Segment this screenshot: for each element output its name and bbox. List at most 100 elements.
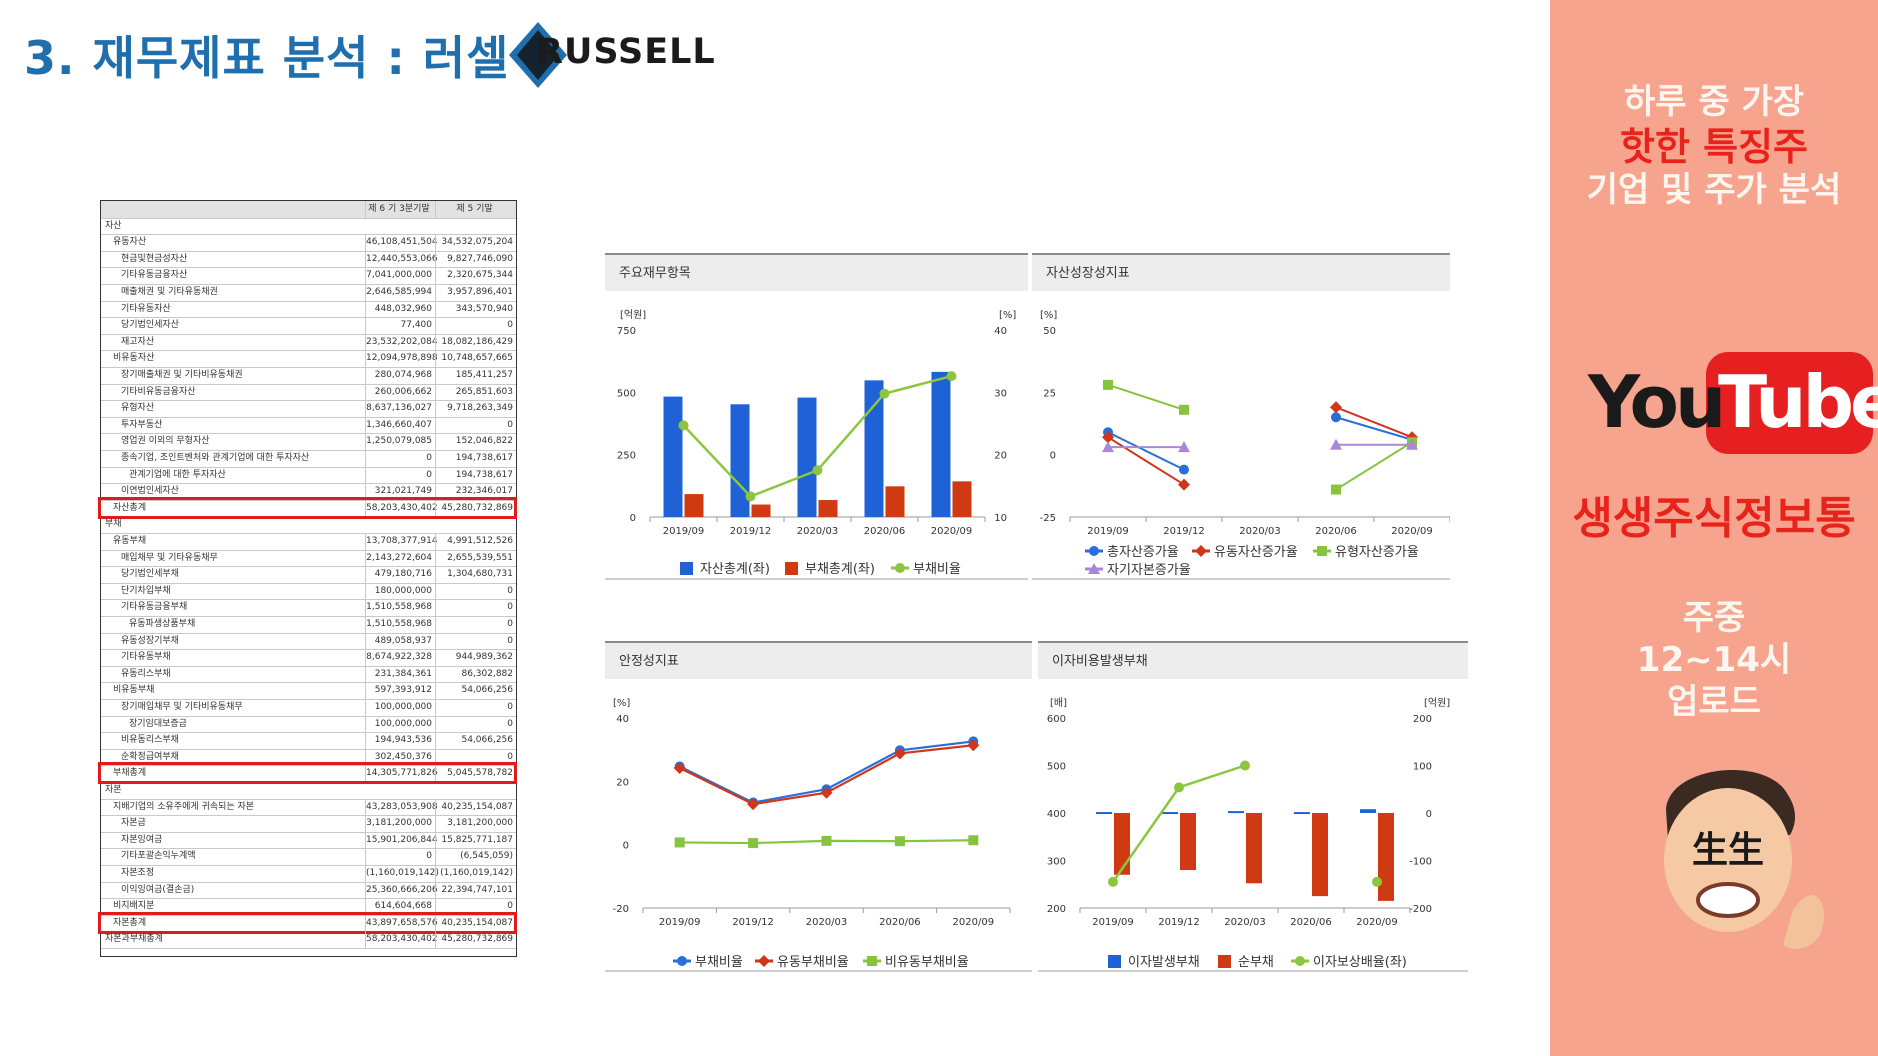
value-current: 100,000,000 xyxy=(365,699,435,716)
value-prior: 2,320,675,344 xyxy=(435,267,516,284)
x-tick-label: 2020/06 xyxy=(879,917,921,928)
row-label: 부채총계 xyxy=(113,768,147,779)
y2-tick-label: 0 xyxy=(1426,809,1432,820)
value-prior: (1,160,019,142) xyxy=(435,865,516,882)
bar-total-assets xyxy=(797,397,817,517)
row-label: 지배기업의 소유주에게 귀속되는 자본 xyxy=(113,801,255,812)
value-current: 13,708,377,914 xyxy=(365,533,438,550)
value-current: 100,000,000 xyxy=(365,715,435,733)
y2-tick-label: -100 xyxy=(1409,857,1432,868)
table-row: 재고자산 23,532,202,084 18,082,186,429 xyxy=(101,333,516,352)
value-prior: 1,304,680,731 xyxy=(435,566,516,583)
table-row: 자본 xyxy=(101,782,516,800)
value-prior: 3,957,896,401 xyxy=(435,284,516,301)
row-label: 매출채권 및 기타유동채권 xyxy=(121,287,218,297)
legend-marker xyxy=(1088,563,1100,574)
table-row: 유동리스부채 231,384,361 86,302,882 xyxy=(101,665,516,684)
y-axis-unit: [%] xyxy=(1040,310,1057,321)
bar-total-liabilities xyxy=(952,481,972,517)
row-label: 관계기업에 대한 투자자산 xyxy=(129,469,226,480)
row-label: 유동자산 xyxy=(113,237,147,248)
panel-title-interest-debt: 이자비용발생부채 xyxy=(1038,641,1468,679)
y-axis-unit: [배] xyxy=(1050,697,1067,709)
y-axis-unit: [%] xyxy=(613,698,630,709)
point-interest-coverage xyxy=(1372,876,1382,887)
table-row: 비유동리스부채 194,943,536 54,066,256 xyxy=(101,732,516,750)
x-tick-label: 2020/06 xyxy=(864,526,906,537)
value-current: 614,604,668 xyxy=(365,898,435,915)
table-row: 장기매입채무 및 기타비유동채무 100,000,000 0 xyxy=(101,699,516,717)
point-interest-coverage xyxy=(1108,876,1118,887)
y-tick-label: 250 xyxy=(617,451,636,462)
y2-tick-label: 40 xyxy=(994,326,1007,337)
y2-tick-label: 30 xyxy=(994,388,1007,399)
point-series-1 xyxy=(747,798,760,811)
y2-tick-label: 200 xyxy=(1413,714,1432,725)
table-row: 유형자산 8,637,136,027 9,718,263,349 xyxy=(101,400,516,418)
table-row: 부채 xyxy=(101,516,516,534)
table-row: 자산 xyxy=(101,218,516,236)
table-row: 이익잉여금(결손금) 25,360,666,206 22,394,747,101 xyxy=(101,881,516,900)
russell-logo-text: RUSSELL xyxy=(536,32,716,72)
value-prior: 45,280,732,869 xyxy=(435,931,516,948)
value-prior: 18,082,186,429 xyxy=(435,333,516,351)
point-series-1 xyxy=(673,762,686,775)
value-current: 479,180,716 xyxy=(365,566,435,583)
schedule-line-2: 12~14시 xyxy=(1636,640,1792,680)
x-tick-label: 2019/12 xyxy=(1163,526,1205,537)
bar-net-debt xyxy=(1114,813,1130,875)
value-current: 1,346,660,407 xyxy=(365,416,435,434)
value-prior: 185,411,257 xyxy=(435,367,516,384)
point-series-1 xyxy=(893,747,906,760)
table-row: 현금및현금성자산 12,440,553,066 9,827,746,090 xyxy=(101,250,516,269)
point-interest-coverage xyxy=(1174,782,1184,793)
legend-label: 유동부채비율 xyxy=(777,955,849,970)
table-row: 비지배지분 614,604,668 0 xyxy=(101,898,516,916)
bar-total-liabilities xyxy=(751,504,771,517)
table-row: 유동자산 46,108,451,504 34,532,075,204 xyxy=(101,234,516,252)
row-label: 유형자산 xyxy=(121,403,155,414)
value-current: 58,203,430,402 xyxy=(365,499,438,517)
x-tick-label: 2020/09 xyxy=(931,526,973,537)
table-row: 자본과부채총계 58,203,430,402 45,280,732,869 xyxy=(101,931,516,949)
chart-stability: [%] 40 20 0 -20 2019/09 2019/12 2020/03 2020/06 2… xyxy=(605,698,1032,972)
y-tick-label: -25 xyxy=(1040,513,1056,524)
table-row: 기타포괄손익누계액 0 (6,545,059) xyxy=(101,848,516,866)
value-current: 12,440,553,066 xyxy=(365,250,438,268)
y2-tick-label: 20 xyxy=(994,451,1007,462)
table-row: 순확정급여부채 302,450,376 0 xyxy=(101,748,516,767)
value-current: 43,897,658,576 xyxy=(365,914,438,932)
highlight-box xyxy=(98,496,517,519)
table-row: 유동부채 13,708,377,914 4,991,512,526 xyxy=(101,533,516,551)
panel-title-main-financials: 주요재무항목 xyxy=(605,253,1028,291)
legend-label: 부채총계(좌) xyxy=(805,562,875,577)
table-row: 비유동자산 12,094,978,898 10,748,657,665 xyxy=(101,350,516,368)
value-prior: 5,045,578,782 xyxy=(435,765,516,782)
value-prior: 22,394,747,101 xyxy=(435,881,516,899)
value-current: 15,901,206,844 xyxy=(365,831,438,849)
value-prior: 제 5 기말 xyxy=(435,201,516,218)
youtube-logo-you: You xyxy=(1588,360,1726,444)
value-prior: 3,181,200,000 xyxy=(435,815,516,832)
row-label: 매입채무 및 기타유동채무 xyxy=(121,552,218,563)
row-label: 자본총계 xyxy=(113,917,147,928)
avatar-memoji-icon: 生生 xyxy=(1664,769,1824,949)
value-current: 77,400 xyxy=(365,317,435,334)
point-interest-coverage xyxy=(1240,760,1250,771)
value-current: 58,203,430,402 xyxy=(365,931,438,948)
value-current: 3,181,200,000 xyxy=(365,815,435,832)
point-series-2 xyxy=(674,837,685,848)
row-label: 종속기업, 조인트벤처와 관계기업에 대한 투자자산 xyxy=(121,453,310,463)
y2-tick-label: -200 xyxy=(1409,904,1432,915)
avatar-text: 生生 xyxy=(1692,829,1764,871)
value-prior: 86,302,882 xyxy=(435,665,516,683)
table-row: 투자부동산 1,346,660,407 0 xyxy=(101,416,516,435)
row-label: 기타유동자산 xyxy=(121,303,171,314)
x-tick-label: 2020/09 xyxy=(1356,917,1398,928)
panel-title-stability: 안정성지표 xyxy=(605,641,1032,679)
value-current: 597,393,912 xyxy=(365,682,435,699)
x-tick-label: 2020/09 xyxy=(953,917,995,928)
value-prior: 40,235,154,087 xyxy=(435,914,516,932)
point-series-3 xyxy=(1178,441,1190,453)
russell-logo-icon xyxy=(509,22,567,88)
